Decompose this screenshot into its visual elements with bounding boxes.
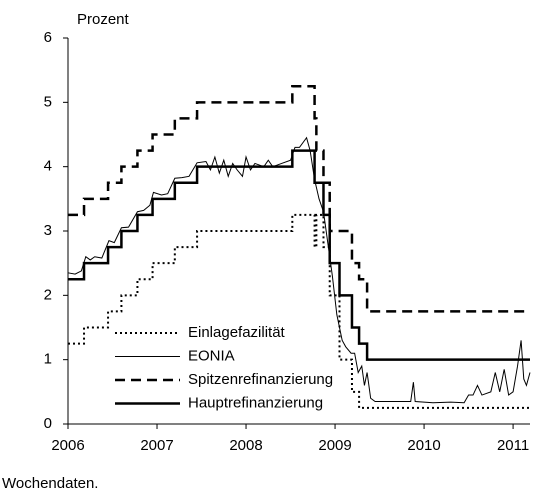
- legend-label: Spitzenrefinanzierung: [188, 371, 333, 388]
- series-line: [68, 149, 530, 361]
- legend-label: Einlagefazilität: [188, 324, 286, 341]
- y-tick-label: 3: [44, 222, 52, 239]
- legend-label: Hauptrefinanzierung: [188, 394, 323, 411]
- y-tick-label: 1: [44, 351, 52, 368]
- y-tick-label: 5: [44, 93, 52, 110]
- y-tick-label: 4: [44, 158, 52, 175]
- x-tick-label: 2008: [229, 437, 262, 454]
- y-tick-label: 2: [44, 286, 52, 303]
- legend-label: EONIA: [188, 347, 235, 364]
- y-tick-label: 0: [44, 415, 52, 432]
- x-tick-label: 2010: [407, 437, 440, 454]
- x-tick-label: 2011: [497, 437, 529, 454]
- x-tick-label: 2006: [51, 437, 84, 454]
- series-line: [68, 85, 530, 313]
- note: Wochendaten.: [2, 475, 98, 492]
- series-line: [67, 136, 531, 404]
- y-axis-label: Prozent: [77, 11, 130, 28]
- x-tick-label: 2007: [140, 437, 173, 454]
- y-tick-label: 6: [44, 29, 52, 46]
- x-tick-label: 2009: [318, 437, 351, 454]
